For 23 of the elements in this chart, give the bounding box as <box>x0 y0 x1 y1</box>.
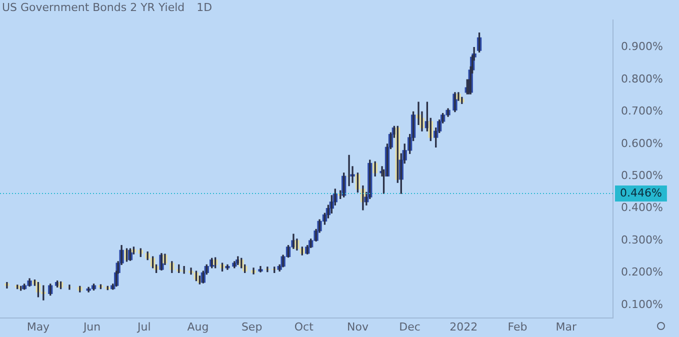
x-tick-label: Nov <box>346 320 369 334</box>
y-tick-label: 0.700% <box>621 104 663 118</box>
x-tick-label: Aug <box>187 320 209 334</box>
x-tick-label: Dec <box>399 320 420 334</box>
chart-subtitle: 1D <box>196 1 212 14</box>
x-tick-label: Feb <box>508 320 528 334</box>
ref-line-label: 0.446% <box>620 186 662 200</box>
x-tick-label: Oct <box>294 320 314 334</box>
x-tick-label: May <box>26 320 50 334</box>
y-tick-label: 0.900% <box>621 40 663 54</box>
x-tick-label: Sep <box>241 320 262 334</box>
y-tick-label: 0.300% <box>621 233 663 246</box>
y-tick-label: 0.500% <box>621 169 663 182</box>
y-tick-label: 0.800% <box>621 72 663 86</box>
chart-title: US Government Bonds 2 YR Yield <box>2 1 185 14</box>
y-tick-label: 0.100% <box>621 298 663 311</box>
x-tick-label: Jun <box>82 320 101 334</box>
y-tick-label: 0.200% <box>621 266 663 279</box>
y-tick-label: 0.400% <box>621 201 663 214</box>
y-tick-label: 0.600% <box>621 136 663 150</box>
x-tick-label: Jul <box>136 320 151 334</box>
x-tick-label: 2022 <box>450 320 478 334</box>
x-tick-label: Mar <box>556 320 577 334</box>
